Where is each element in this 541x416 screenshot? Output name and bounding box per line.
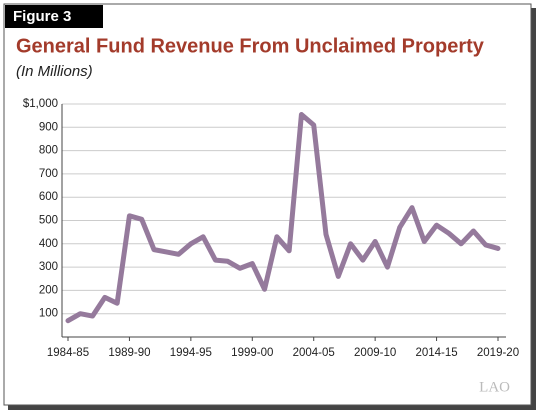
y-tick-label: 500 (39, 215, 58, 227)
x-tick-label: 1999-00 (231, 347, 273, 359)
figure-label-box (5, 5, 103, 28)
y-tick-label: 200 (39, 284, 58, 296)
chart-title: General Fund Revenue From Unclaimed Prop… (16, 35, 485, 57)
chart-subtitle: (In Millions) (16, 63, 93, 80)
figure-label: Figure 3 (13, 8, 71, 25)
y-tick-label: 600 (39, 191, 58, 203)
figure-box (3, 3, 532, 406)
x-tick-label: 1984-85 (47, 347, 89, 359)
x-tick-label: 2009-10 (354, 347, 396, 359)
y-tick-label: 700 (39, 168, 58, 180)
y-tick-label: 400 (39, 238, 58, 250)
data-line (65, 111, 501, 324)
y-tick-label: 100 (39, 308, 58, 320)
x-tick-label: 2019-20 (477, 347, 519, 359)
logo: LAO (479, 379, 510, 395)
x-tick-label: 1989-90 (108, 347, 150, 359)
y-tick-label: 300 (39, 261, 58, 273)
x-tick-label: 2004-05 (293, 347, 335, 359)
y-tick-label: $1,000 (23, 98, 58, 110)
y-tick-label: 900 (39, 121, 58, 133)
y-tick-label: 800 (39, 145, 58, 157)
x-tick-label: 2014-15 (415, 347, 457, 359)
x-tick-label: 1994-95 (170, 347, 212, 359)
